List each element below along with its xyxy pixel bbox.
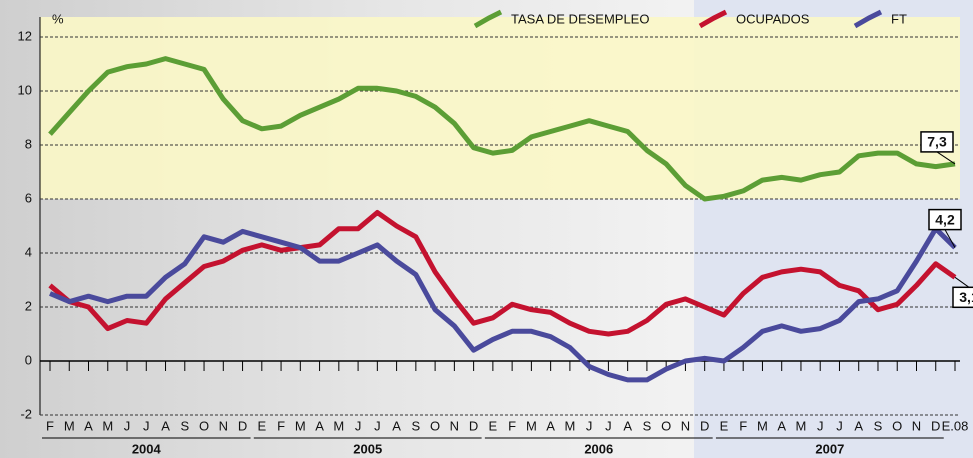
x-tick-label: O [199,418,209,433]
y-tick-label: 12 [18,28,32,43]
x-tick-label: A [854,418,863,433]
page: {"chart_data": {"type": "line", "ylabel"… [0,0,973,458]
y-tick-label: 10 [18,82,32,97]
x-tick-label: M [333,418,344,433]
legend-label: OCUPADOS [736,11,810,26]
x-tick-label: S [180,418,189,433]
x-tick-label: M [64,418,75,433]
value-label: 3,1 [959,289,973,305]
y-axis-label: % [52,11,64,26]
x-tick-label: D [931,418,940,433]
y-tick-label: 8 [25,136,32,151]
x-tick-label: F [739,418,747,433]
x-tick-label: A [546,418,555,433]
legend-label: FT [891,11,907,26]
year-label: 2004 [132,441,162,456]
x-tick-label: A [623,418,632,433]
x-tick-label: F [46,418,54,433]
x-tick-label: E [720,418,729,433]
x-tick-label: M [796,418,807,433]
x-tick-label: S [874,418,883,433]
x-tick-label: O [430,418,440,433]
x-tick-label: N [681,418,690,433]
y-tick-label: 4 [25,244,32,259]
x-tick-label: M [102,418,113,433]
x-tick-label: J [143,418,150,433]
x-tick-label: N [912,418,921,433]
x-tick-label: O [661,418,671,433]
x-tick-label: M [564,418,575,433]
y-tick-label: 6 [25,190,32,205]
x-tick-label: S [643,418,652,433]
x-tick-label: D [700,418,709,433]
x-tick-label: M [295,418,306,433]
legend-label: TASA DE DESEMPLEO [511,11,649,26]
unemployment-band [40,17,960,199]
x-tick-label: A [392,418,401,433]
year-label: 2007 [815,441,844,456]
x-tick-label: S [412,418,421,433]
x-tick-label: E [489,418,498,433]
year-label: 2005 [353,441,382,456]
x-tick-label: A [777,418,786,433]
x-tick-label: F [508,418,516,433]
x-tick-label: M [526,418,537,433]
x-tick-label: J [374,418,381,433]
chart: % -2024681012FMAMJJASONDEFMAMJJASONDEFMA… [0,0,973,458]
x-tick-label: J [836,418,843,433]
year-label: 2006 [584,441,613,456]
value-label: 7,3 [927,134,947,150]
y-tick-label: 0 [25,352,32,367]
x-tick-label: E.08 [942,418,969,433]
x-tick-label: J [605,418,612,433]
x-tick-label: N [450,418,459,433]
x-tick-label: O [892,418,902,433]
value-label: 4,2 [935,211,955,227]
x-tick-label: A [84,418,93,433]
x-tick-label: M [757,418,768,433]
x-tick-label: J [586,418,593,433]
x-tick-label: N [219,418,228,433]
y-tick-label: -2 [20,406,32,421]
x-tick-label: E [257,418,266,433]
x-tick-label: D [238,418,247,433]
x-tick-label: J [817,418,824,433]
y-tick-label: 2 [25,298,32,313]
x-tick-label: A [315,418,324,433]
x-tick-label: J [355,418,362,433]
x-tick-label: A [161,418,170,433]
x-tick-label: F [277,418,285,433]
x-tick-label: D [469,418,478,433]
x-tick-label: J [124,418,131,433]
